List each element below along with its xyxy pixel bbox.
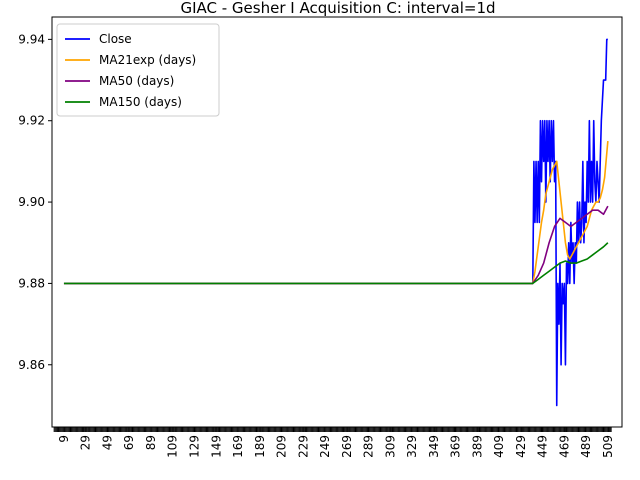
legend-box	[56, 23, 220, 117]
legend-label: MA21exp (days)	[99, 53, 196, 67]
x-tick-label: 229	[296, 435, 310, 458]
x-tick-label: 489	[579, 435, 593, 458]
x-tick-label: 149	[209, 435, 223, 458]
x-tick-label: 509	[601, 435, 615, 458]
y-tick-label: 9.86	[18, 358, 45, 372]
y-tick-label: 9.94	[18, 32, 45, 46]
series-line-ma150-days	[63, 242, 609, 285]
x-tick-label: 449	[536, 435, 550, 458]
y-tick-label: 9.90	[18, 195, 45, 209]
x-tick-label: 189	[253, 435, 267, 458]
y-tick-label: 9.92	[18, 114, 45, 128]
x-tick-label: 369	[449, 435, 463, 458]
plot-lines	[63, 38, 609, 407]
x-tick-label: 9	[57, 435, 71, 443]
x-tick-label: 209	[275, 435, 289, 458]
x-tick-label: 309	[383, 435, 397, 458]
legend-label: Close	[99, 32, 132, 46]
x-tick-label: 469	[557, 435, 571, 458]
plot-frame	[51, 16, 623, 428]
x-tick-label: 409	[492, 435, 506, 458]
chart-title: GIAC - Gesher I Acquisition C: interval=…	[180, 0, 495, 17]
legend-label: MA150 (days)	[99, 95, 182, 109]
series-line-ma50-days	[63, 205, 609, 285]
x-tick-label: 169	[231, 435, 245, 458]
series-line-close	[63, 38, 608, 407]
x-axis-ticks: 9 29 49 69 89 109 129 149 169 189 209 229 249 269 289 3…	[53, 427, 615, 458]
y-axis-ticks: 9.86 9.88 9.90 9.92 9.94	[18, 32, 52, 372]
x-tick-label: 29	[79, 435, 93, 450]
x-tick-label: 349	[427, 435, 441, 458]
x-tick-label: 129	[188, 435, 202, 458]
x-tick-label: 329	[405, 435, 419, 458]
x-tick-label: 69	[122, 435, 136, 450]
x-tick-label: 389	[470, 435, 484, 458]
x-tick-label: 249	[318, 435, 332, 458]
x-tick-label: 89	[144, 435, 158, 450]
x-tick-label: 429	[514, 435, 528, 458]
x-tick-label: 269	[340, 435, 354, 458]
x-tick-label: 109	[166, 435, 180, 458]
x-tick-label: 289	[362, 435, 376, 458]
legend-label: MA50 (days)	[99, 74, 174, 88]
y-tick-label: 9.88	[18, 276, 45, 290]
legend: Close MA21exp (days) MA50 (days) MA150 (day…	[56, 23, 220, 117]
x-tick-label: 49	[100, 435, 114, 450]
series-line-ma21exp-days	[63, 140, 609, 285]
